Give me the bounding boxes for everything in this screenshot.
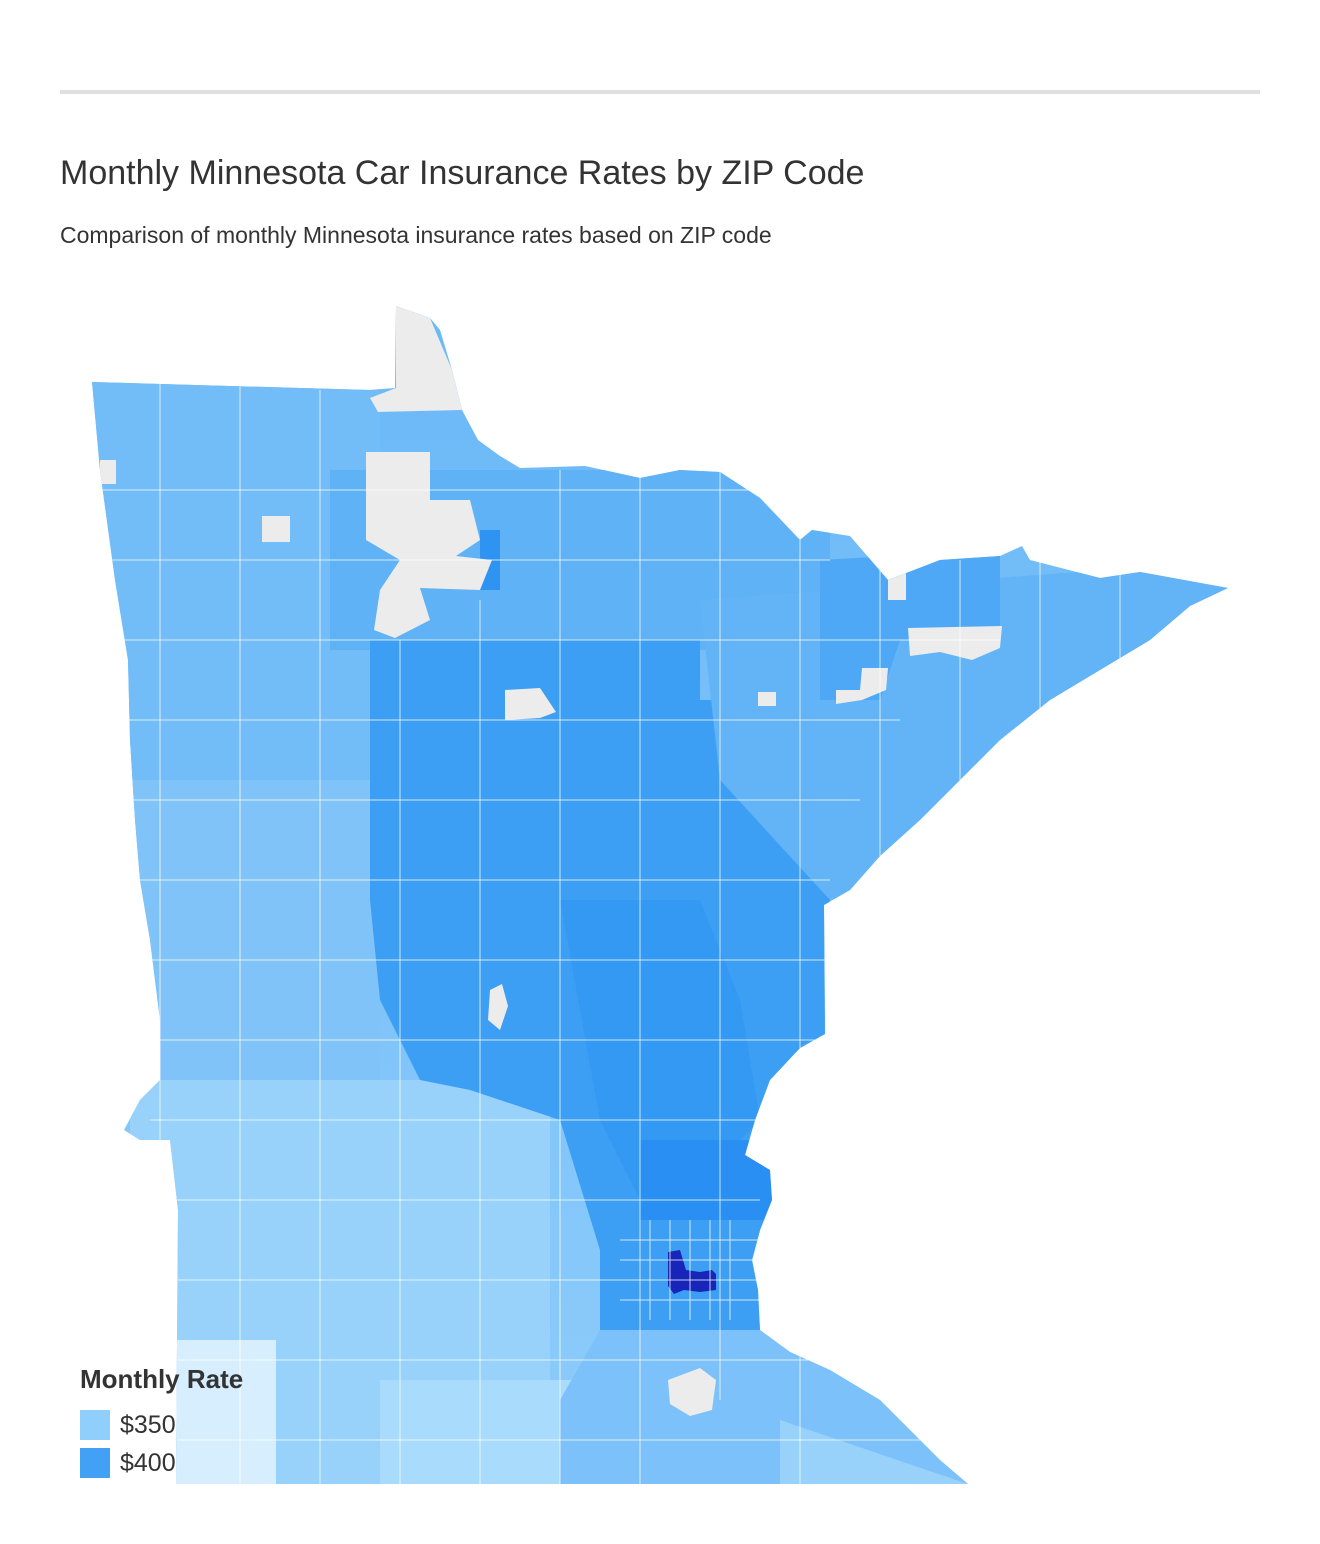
legend-title: Monthly Rate xyxy=(80,1364,244,1394)
choropleth-map[interactable] xyxy=(0,290,1320,1484)
legend-swatch-400 xyxy=(80,1448,110,1478)
legend-swatch-350 xyxy=(80,1410,110,1440)
legend-item-400: $400 xyxy=(80,1444,280,1482)
legend-item-350: $350 xyxy=(80,1406,280,1444)
map-legend: Monthly Rate $350 $400 xyxy=(80,1362,280,1484)
chart-title: Monthly Minnesota Car Insurance Rates by… xyxy=(60,154,865,192)
legend-label-400: $400 xyxy=(120,1448,176,1477)
chart-subtitle: Comparison of monthly Minnesota insuranc… xyxy=(60,222,772,248)
top-divider xyxy=(60,90,1260,94)
legend-label-350: $350 xyxy=(120,1410,176,1439)
legend-item-higher xyxy=(80,1482,280,1484)
